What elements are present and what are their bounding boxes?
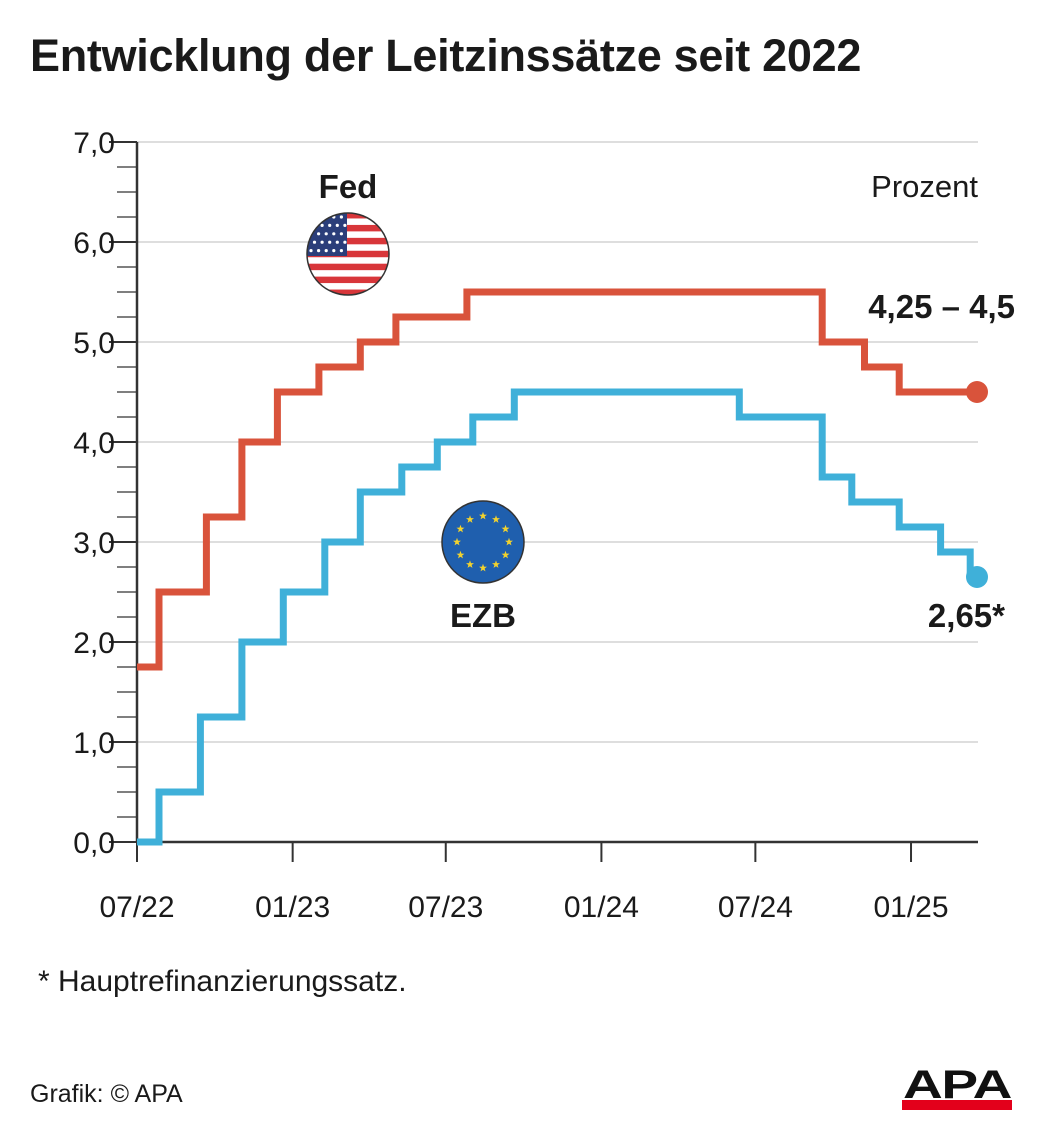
unit-label: Prozent (871, 169, 978, 204)
chart-title: Entwicklung der Leitzinssätze seit 2022 (30, 30, 862, 81)
footnote: * Hauptrefinanzierungssatz. (38, 965, 407, 998)
apa-logo: APA (902, 1063, 1012, 1110)
y-tick-label: 2,0 (73, 627, 115, 660)
x-tick-label: 01/23 (255, 891, 330, 924)
us-flag-icon (306, 212, 390, 296)
x-tick-label: 07/22 (99, 891, 174, 924)
x-tick-label: 07/24 (718, 891, 793, 924)
fed-end-marker (966, 381, 988, 403)
ezb-rate-line (137, 388, 977, 846)
y-tick-label: 1,0 (73, 727, 115, 760)
y-tick-label: 7,0 (73, 127, 115, 160)
x-tick-label: 01/24 (564, 891, 639, 924)
ezb-end-marker (966, 566, 988, 588)
fed-rate-line (137, 288, 977, 671)
y-minor-ticks (117, 166, 137, 818)
y-tick-labels: 0,0 1,0 2,0 3,0 4,0 5,0 6,0 7,0 (73, 127, 115, 860)
ezb-end-label: 2,65* (928, 597, 1005, 634)
apa-logo-text: APA (903, 1063, 1011, 1107)
credit-text: Grafik: © APA (30, 1080, 183, 1108)
series-lines (137, 288, 977, 846)
ezb-series-label: EZB (450, 597, 516, 634)
y-tick-label: 0,0 (73, 827, 115, 860)
y-tick-label: 6,0 (73, 227, 115, 260)
fed-series-label: Fed (319, 168, 378, 205)
chart-area: 0,0 1,0 2,0 3,0 4,0 5,0 6,0 7,0 07/22 01/23 07/23… (73, 127, 1015, 924)
x-tick-label: 01/25 (873, 891, 948, 924)
fed-end-label: 4,25 – 4,5 (868, 288, 1015, 325)
x-tick-labels: 07/22 01/23 07/23 01/24 07/24 01/25 (99, 842, 949, 924)
y-tick-label: 4,0 (73, 427, 115, 460)
y-tick-label: 3,0 (73, 527, 115, 560)
y-tick-label: 5,0 (73, 327, 115, 360)
eu-flag-icon (441, 500, 525, 584)
x-tick-label: 07/23 (408, 891, 483, 924)
